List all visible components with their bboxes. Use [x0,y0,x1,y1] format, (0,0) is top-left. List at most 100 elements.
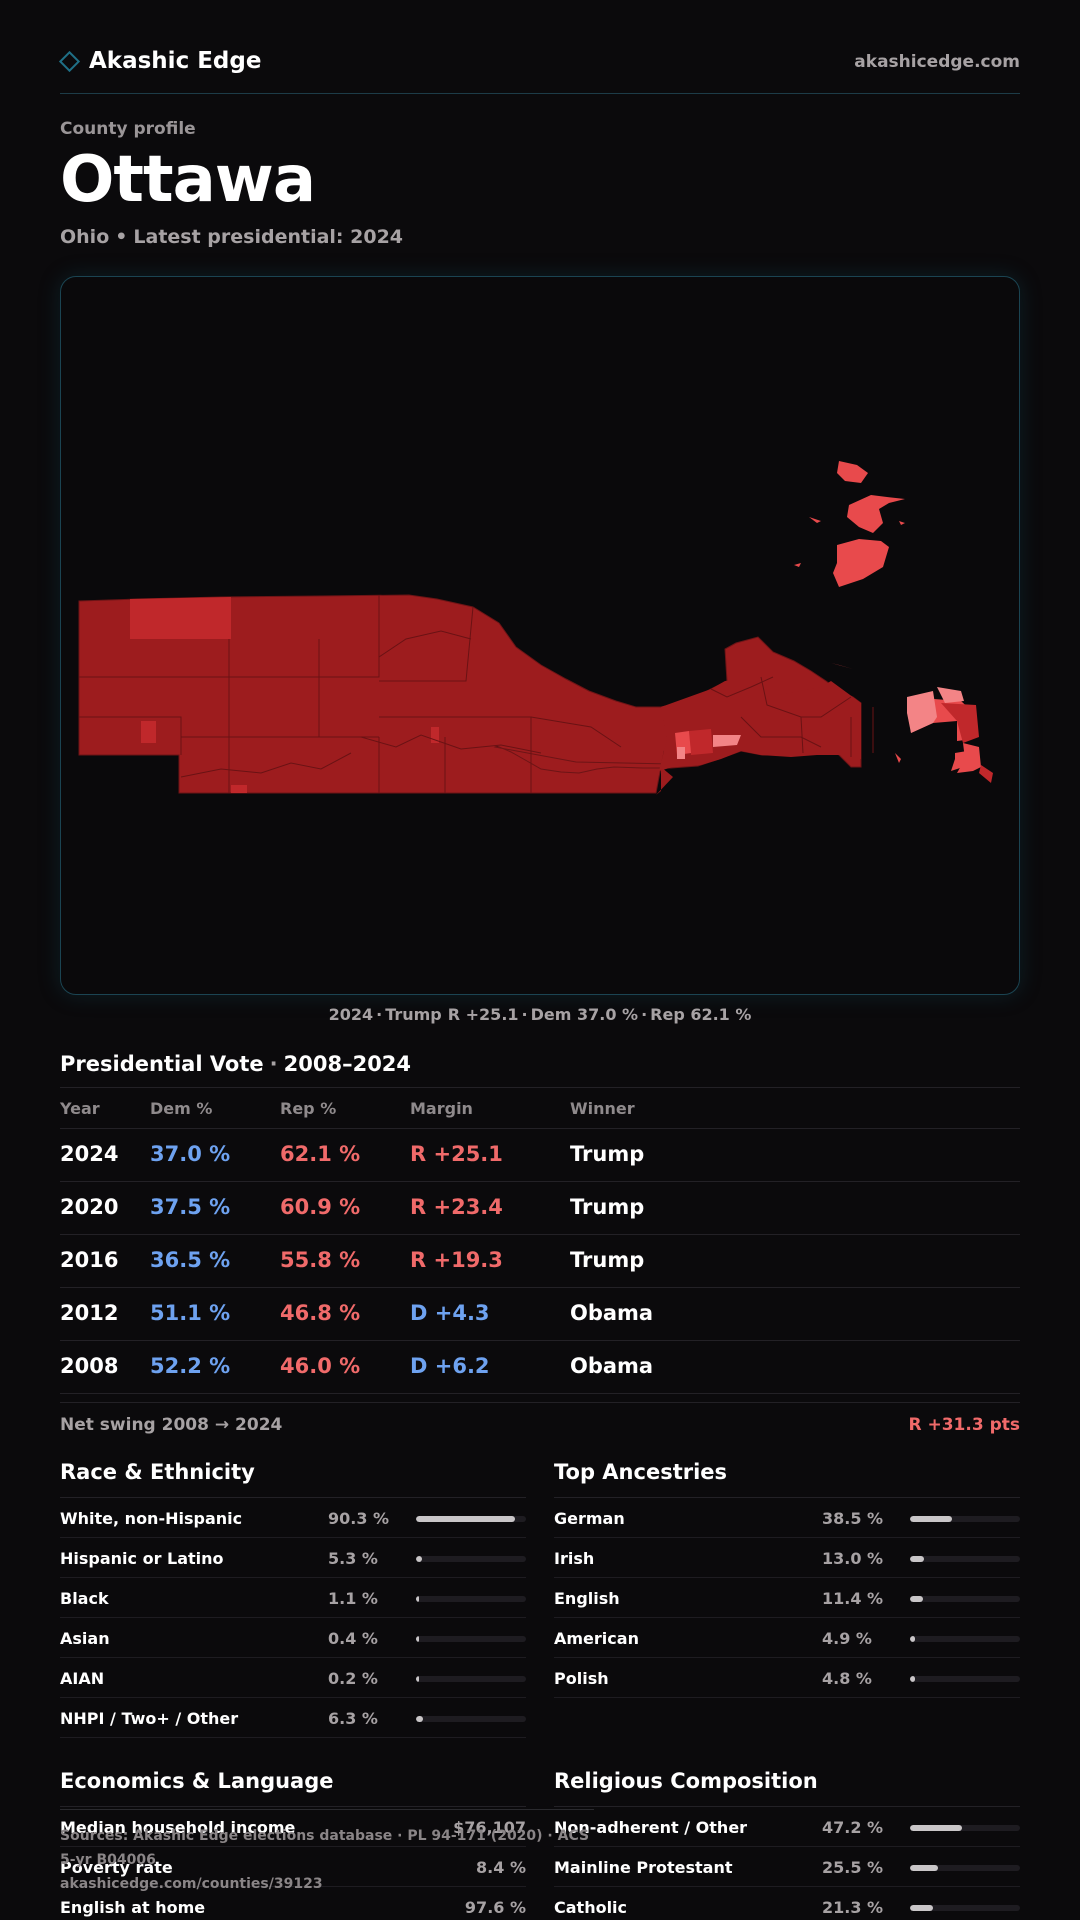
diamond-logo-icon [58,50,81,72]
vote-dem-pct: 51.1 % [150,1301,231,1325]
stat-label: Irish [554,1549,595,1568]
vote-winner: Obama [570,1354,654,1378]
list-item: Poverty rate 8.4 % [60,1847,526,1887]
stat-bar-fill [416,1636,420,1642]
vote-margin: R +25.1 [410,1142,503,1166]
religion-list: Non-adherent / Other 47.2 % Mainline Prote… [554,1807,1020,1920]
stat-value: 47.2 % [822,1818,884,1837]
vote-dem-pct: 37.5 % [150,1195,231,1219]
stat-value: 5.3 % [328,1549,378,1568]
stat-label: Median household income [60,1818,296,1837]
stat-bar-fill [416,1676,420,1682]
race-list: White, non-Hispanic 90.3 % Hispanic or Lat… [60,1498,526,1738]
stat-value: 4.9 % [822,1629,872,1648]
county-shape [78,461,993,795]
religion-panel: Religious Composition Non-adherent / Oth… [554,1769,1020,1920]
vote-rep-pct: 60.9 % [280,1195,361,1219]
vote-year: 2012 [60,1301,119,1325]
religion-section-title: Religious Composition [554,1769,1020,1807]
page-title: Ottawa [60,143,316,217]
table-row: 2020 37.5 % 60.9 % R +23.4 Trump [60,1182,1020,1235]
page-subtitle: Ohio • Latest presidential: 2024 [60,226,404,248]
list-item: AIAN 0.2 % [60,1658,526,1698]
stat-label: Black [60,1589,109,1608]
table-row: 2024 37.0 % 62.1 % R +25.1 Trump [60,1129,1020,1182]
vote-winner: Trump [570,1142,645,1166]
stat-bar-fill [910,1865,939,1871]
stat-label: Hispanic or Latino [60,1549,224,1568]
table-header-row: Year Dem % Rep % Margin Winner [60,1088,1020,1129]
list-item: Catholic 21.3 % [554,1887,1020,1920]
list-item: NHPI / Two+ / Other 6.3 % [60,1698,526,1738]
map-caption-dem: Dem 37.0 % [530,1005,639,1024]
ancestries-panel: Top Ancestries German 38.5 % Irish 13.0 % En… [554,1460,1020,1698]
map-caption-margin: R +25.1 [447,1005,519,1024]
precinct-map-graphic [78,461,993,795]
vote-year: 2016 [60,1248,119,1272]
vote-margin: R +19.3 [410,1248,503,1272]
ancestry-list: German 38.5 % Irish 13.0 % English 11.4 % Amer… [554,1498,1020,1698]
column-header-winner: Winner [570,1099,635,1118]
stat-label: Asian [60,1629,110,1648]
stat-value: 8.4 % [476,1858,526,1877]
precinct-boundaries [79,595,874,793]
stat-bar-fill [910,1556,925,1562]
vote-dem-pct: 37.0 % [150,1142,231,1166]
stat-bar [416,1636,526,1642]
top-bar: Akashic Edge akashicedge.com [58,46,1020,94]
stat-bar [910,1636,1020,1642]
precinct-map[interactable] [60,276,1020,995]
stat-label: Non-adherent / Other [554,1818,748,1837]
list-item: Mainline Protestant 25.5 % [554,1847,1020,1887]
stat-value: 11.4 % [822,1589,884,1608]
stat-bar-fill [910,1516,953,1522]
stat-value: 13.0 % [822,1549,884,1568]
list-item: Black 1.1 % [60,1578,526,1618]
table-row: 2016 36.5 % 55.8 % R +19.3 Trump [60,1235,1020,1288]
list-item: White, non-Hispanic 90.3 % [60,1498,526,1538]
brand[interactable]: Akashic Edge [58,48,262,74]
stat-value: 6.3 % [328,1709,378,1728]
net-swing-value: R +31.3 pts [908,1415,1020,1435]
latest-election: Latest presidential: 2024 [133,226,404,248]
stat-bar [910,1676,1020,1682]
footer-url[interactable]: akashicedge.com/counties/39123 [60,1876,323,1892]
presidential-vote-heading: Presidential Vote · 2008–2024 [60,1052,412,1076]
stat-bar-fill [910,1825,962,1831]
site-domain-link[interactable]: akashicedge.com [854,52,1020,72]
map-caption-rep: Rep 62.1 % [650,1005,752,1024]
state-name: Ohio [60,226,110,248]
stat-bar-fill [416,1716,423,1722]
stat-label: German [554,1509,625,1528]
list-item: Irish 13.0 % [554,1538,1020,1578]
table-row: 2008 52.2 % 46.0 % D +6.2 Obama [60,1341,1020,1394]
list-item: English 11.4 % [554,1578,1020,1618]
stat-value: 1.1 % [328,1589,378,1608]
ancestry-section-title: Top Ancestries [554,1460,1020,1498]
stat-value: 38.5 % [822,1509,884,1528]
net-swing-row: Net swing 2008 → 2024 R +31.3 pts [60,1402,1020,1446]
stat-label: Catholic [554,1898,628,1917]
brand-name: Akashic Edge [89,48,262,74]
stat-value: 90.3 % [328,1509,390,1528]
vote-margin: D +6.2 [410,1354,490,1378]
stat-bar-fill [910,1676,916,1682]
stat-label: NHPI / Two+ / Other [60,1709,239,1728]
vote-winner: Obama [570,1301,654,1325]
stat-label: Poverty rate [60,1858,173,1877]
stat-bar [416,1716,526,1722]
stat-bar-fill [416,1596,420,1602]
vote-section-range: 2008–2024 [283,1052,412,1076]
stat-bar [910,1905,1020,1911]
list-item: Hispanic or Latino 5.3 % [60,1538,526,1578]
stat-value: 21.3 % [822,1898,884,1917]
stat-value: $76,107 [453,1818,526,1837]
stat-bar [910,1825,1020,1831]
vote-rep-pct: 62.1 % [280,1142,361,1166]
stat-bar [416,1596,526,1602]
economics-section-title: Economics & Language [60,1769,526,1807]
vote-margin: D +4.3 [410,1301,490,1325]
map-caption-winner: Trump [385,1005,442,1024]
race-section-title: Race & Ethnicity [60,1460,526,1498]
stat-bar-fill [416,1516,516,1522]
